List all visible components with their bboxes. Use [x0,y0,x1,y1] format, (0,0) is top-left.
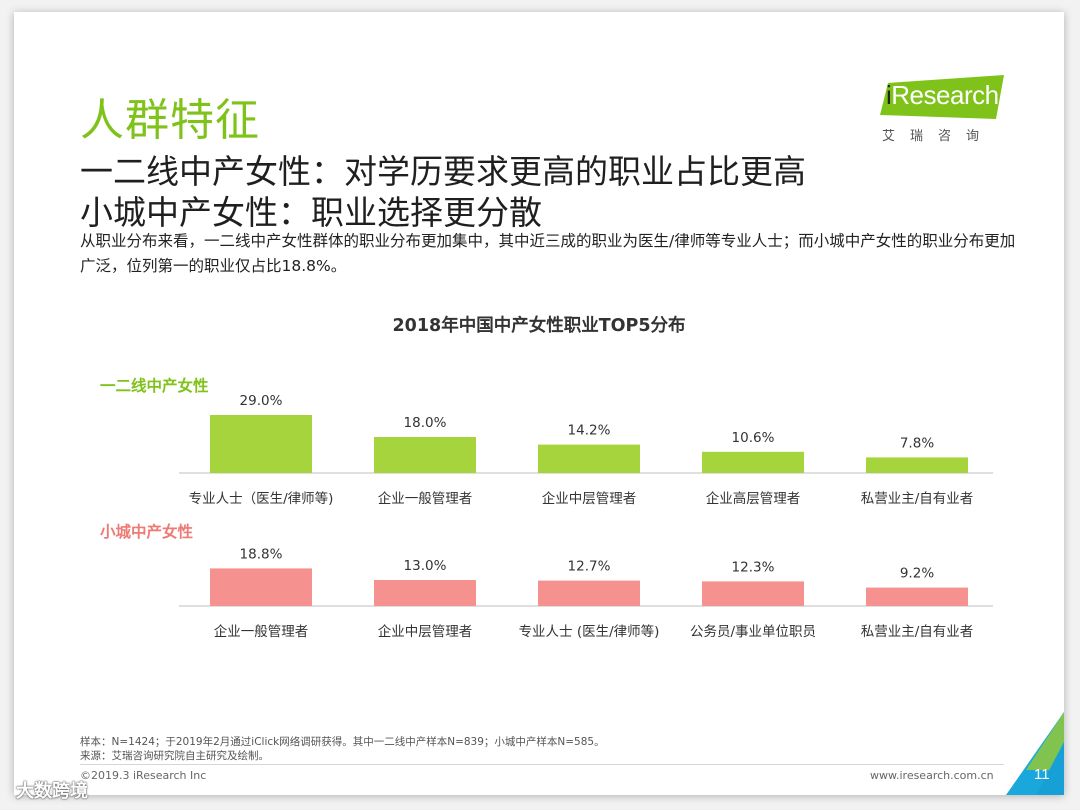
category-label: 企业一般管理者 [214,623,309,640]
chart-title: 2018年中国中产女性职业TOP5分布 [392,316,686,336]
bar [702,581,804,606]
category-label: 企业中层管理者 [378,623,473,640]
bar [374,437,476,473]
logo-word: Research [891,80,999,110]
category-label: 公务员/事业单位职员 [690,624,816,640]
bar-chart: 一二线中产女性 29.0% 专业人士（医生/律师等) 18.0% 企业一般管理者 14.2… [100,376,993,640]
bar [210,568,312,606]
bar [538,444,640,473]
copyright: ©2019.3 iResearch Inc [80,769,207,782]
bar [866,587,968,606]
data-label: 7.8% [900,435,934,451]
bar [210,415,312,473]
headline-line-2: 小城中产女性：职业选择更分散 [80,193,542,232]
source-note: 来源：艾瑞咨询研究院自主研究及绘制。 [80,750,269,762]
slide: 人群特征 一二线中产女性：对学历要求更高的职业占比更高 小城中产女性：职业选择更… [14,12,1064,795]
bar [538,580,640,606]
category-label: 专业人士 (医生/律师等) [519,623,660,640]
data-label: 18.0% [404,415,447,431]
sample-note: 样本：N=1424；于2019年2月通过iClick网络调研获得。其中一二线中产… [80,736,605,748]
bar [866,457,968,473]
intro-text: 从职业分布来看，一二线中产女性群体的职业分布更加集中，其中近三成的职业为医生/律… [80,232,1016,275]
series-label: 一二线中产女性 [100,376,209,395]
category-label: 企业一般管理者 [378,490,473,507]
data-label: 12.7% [568,559,611,575]
category-label: 专业人士（医生/律师等) [189,490,334,507]
corner-decoration-icon [1006,712,1064,795]
category-label: 私营业主/自有业者 [861,624,974,640]
logo-prefix: i [886,80,892,110]
iresearch-logo: iResearch 艾瑞咨询 [880,75,1010,147]
page-number: 11 [1034,766,1050,783]
bar [702,451,804,473]
data-label: 13.0% [404,558,447,574]
watermark-text: 大数跨境 [16,781,88,802]
website-url: www.iresearch.com.cn [870,769,994,782]
data-label: 10.6% [732,430,775,446]
series-label: 小城中产女性 [100,522,194,541]
data-label: 18.8% [240,546,283,562]
section-title: 人群特征 [80,95,260,146]
logo-chinese-name: 艾瑞咨询 [882,129,995,144]
data-label: 12.3% [732,559,775,575]
headline-line-1: 一二线中产女性：对学历要求更高的职业占比更高 [80,152,806,191]
data-label: 14.2% [568,423,611,439]
logo-wordmark: iResearch [886,80,999,111]
data-label: 9.2% [900,566,934,582]
logo-banner-icon [880,75,1004,119]
category-label: 私营业主/自有业者 [861,491,974,507]
category-label: 企业高层管理者 [706,490,801,507]
bar [374,580,476,606]
category-label: 企业中层管理者 [542,490,637,507]
data-label: 29.0% [240,393,283,409]
footer-divider [80,764,1004,765]
